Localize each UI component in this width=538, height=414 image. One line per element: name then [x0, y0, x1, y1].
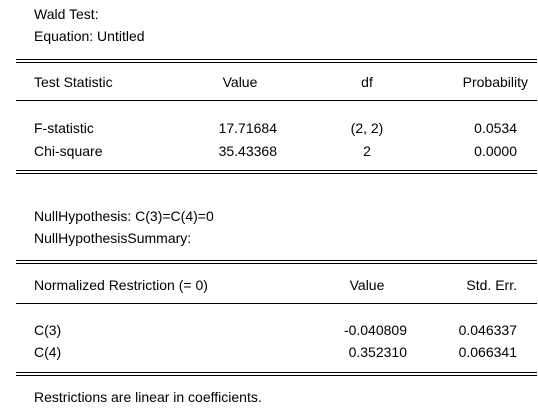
restriction-top-rule-2 [16, 263, 537, 264]
col-restriction-value: Value [349, 277, 385, 293]
null-hypothesis-summary: NullHypothesisSummary: [34, 230, 192, 246]
top-rule-2 [16, 62, 537, 63]
row-df: (2, 2) [350, 120, 384, 136]
row-df: 2 [363, 143, 371, 159]
row-value: 17.71684 [218, 120, 277, 136]
row-name: C(3) [34, 322, 62, 338]
bottom-rule-1 [16, 170, 537, 171]
row-value: -0.040809 [343, 322, 407, 338]
col-probability: Probability [462, 74, 528, 90]
row-probability: 0.0534 [474, 120, 517, 136]
col-value: Value [222, 74, 258, 90]
equation-label: Equation: Untitled [34, 28, 145, 44]
col-df: df [361, 74, 373, 90]
row-name: Chi-square [34, 143, 103, 159]
restriction-top-rule-1 [16, 260, 537, 261]
restriction-bottom-rule-2 [16, 375, 537, 376]
restriction-header-rule [16, 303, 537, 304]
row-value: 0.352310 [348, 344, 407, 360]
row-probability: 0.0000 [474, 143, 517, 159]
row-std-err: 0.066341 [458, 344, 517, 360]
col-normalized-restriction: Normalized Restriction (= 0) [34, 277, 208, 293]
row-name: C(4) [34, 344, 62, 360]
row-name: F-statistic [34, 120, 94, 136]
wald-test-title: Wald Test: [34, 6, 99, 22]
row-value: 35.43368 [218, 143, 277, 159]
col-std-err: Std. Err. [466, 277, 517, 293]
restrictions-note: Restrictions are linear in coefficients. [34, 389, 262, 405]
top-rule-1 [16, 59, 537, 60]
null-hypothesis: NullHypothesis: C(3)=C(4)=0 [34, 208, 214, 224]
bottom-rule-2 [16, 173, 537, 174]
header-rule [16, 100, 537, 101]
col-test-statistic: Test Statistic [34, 74, 113, 90]
row-std-err: 0.046337 [458, 322, 517, 338]
restriction-bottom-rule-1 [16, 372, 537, 373]
